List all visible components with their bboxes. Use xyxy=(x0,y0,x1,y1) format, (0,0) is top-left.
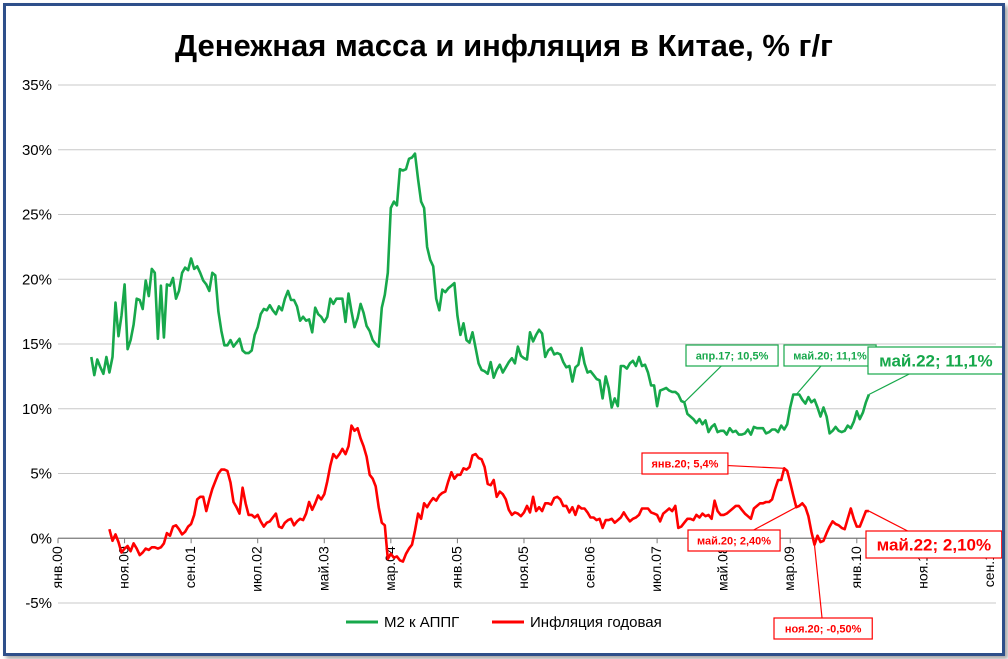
annotation-label: май.22; 11,1% xyxy=(879,352,993,371)
annotation-box xyxy=(867,346,1002,375)
annotation-label: апр.17; 10,5% xyxy=(696,350,769,362)
series-lines xyxy=(90,152,871,563)
x-tick-label: сен.06 xyxy=(582,546,598,588)
y-tick-label: 5% xyxy=(30,466,52,483)
annotation-box xyxy=(685,344,779,367)
x-tick-label: янв.00 xyxy=(49,546,65,588)
annotation-box xyxy=(687,529,781,552)
x-tick-label: июл.02 xyxy=(249,546,265,592)
annotation-leader xyxy=(813,544,823,619)
annotation-label: янв.20; 5,4% xyxy=(651,458,718,470)
y-tick-label: 30% xyxy=(22,142,52,159)
x-tick-label: мар.04 xyxy=(382,546,398,591)
annotation-leader xyxy=(868,510,908,532)
chart-svg: Денежная масса и инфляция в Китае, % г/г… xyxy=(22,28,1002,640)
x-tick-label: ноя.00 xyxy=(116,546,132,589)
y-tick-label: 0% xyxy=(30,530,52,547)
legend-label-inflation: Инфляция годовая xyxy=(530,614,662,631)
x-tick-label: янв.05 xyxy=(448,546,464,588)
y-tick-label: 35% xyxy=(22,77,52,94)
y-tick-label: 10% xyxy=(22,401,52,418)
y-tick-label: 15% xyxy=(22,336,52,353)
x-tick-label: июл.07 xyxy=(648,546,664,592)
series-line-m2 xyxy=(90,152,871,436)
annotation-label: май.20; 2,40% xyxy=(697,535,771,547)
x-tick-label: сен.01 xyxy=(182,546,198,588)
y-axis-ticks: -5% 0% 5% 10% 15% 20% 25% 30% 35% xyxy=(22,77,52,612)
annotation-box xyxy=(865,530,1002,559)
annotation-leader xyxy=(727,464,785,469)
annotation-leader xyxy=(683,365,722,403)
annotations: апр.17; 10,5% май.20; 11,1% май.22; 11,1% я… xyxy=(641,344,1002,640)
annotation-leader xyxy=(795,365,822,395)
annotation-leader xyxy=(753,506,797,531)
legend-label-m2: М2 к АППГ xyxy=(384,614,459,631)
chart-title: Денежная масса и инфляция в Китае, % г/г xyxy=(175,28,833,63)
series-line-inflation xyxy=(108,424,869,563)
x-tick-label: ноя.05 xyxy=(515,546,531,589)
legend: М2 к АППГ Инфляция годовая xyxy=(346,614,662,631)
y-tick-label: -5% xyxy=(25,595,52,612)
annotation-box xyxy=(641,452,729,475)
x-tick-label: май.08 xyxy=(715,546,731,591)
annotation-box xyxy=(773,617,873,640)
y-tick-label: 25% xyxy=(22,207,52,224)
annotation-label: май.20; 11,1% xyxy=(793,350,867,362)
annotation-label: май.22; 2,10% xyxy=(877,536,991,555)
x-tick-label: мар.09 xyxy=(781,546,797,591)
annotation-leader xyxy=(868,373,910,396)
chart-frame: Денежная масса и инфляция в Китае, % г/г… xyxy=(3,3,1005,656)
x-axis-ticks: янв.00 ноя.00 сен.01 июл.02 май.03 мар.04 янв.… xyxy=(49,538,997,592)
y-tick-label: 20% xyxy=(22,271,52,288)
x-tick-label: май.03 xyxy=(315,546,331,591)
x-tick-label: янв.10 xyxy=(848,546,864,588)
annotation-label: ноя.20; -0,50% xyxy=(785,623,862,635)
